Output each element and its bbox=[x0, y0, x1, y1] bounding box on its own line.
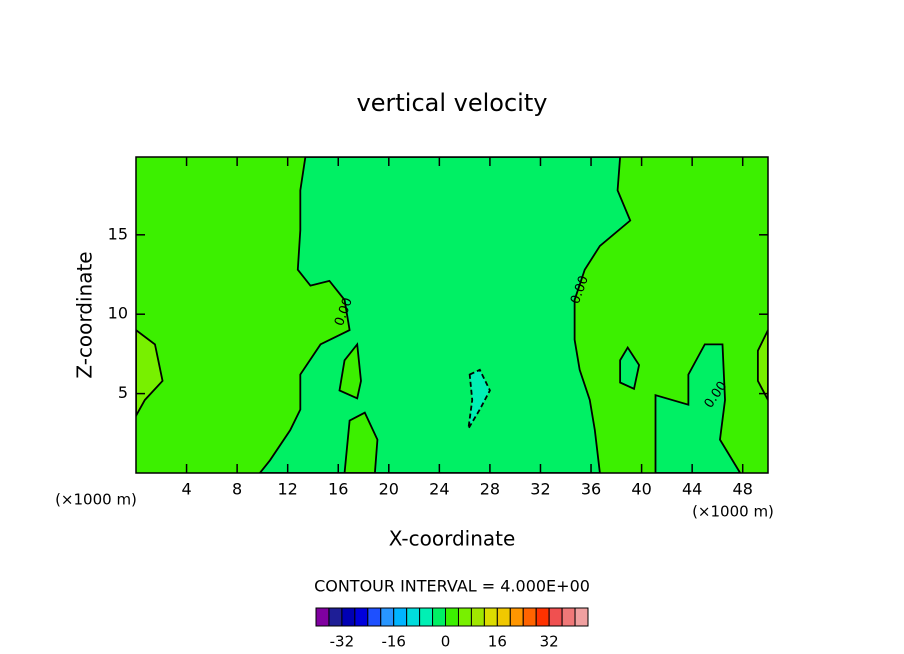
x-tick-label: 40 bbox=[631, 480, 651, 499]
x-tick-label: 4 bbox=[181, 480, 191, 499]
colorbar-tick-label: -32 bbox=[330, 633, 355, 651]
colorbar-box bbox=[470, 607, 485, 627]
x-tick-label: 44 bbox=[682, 480, 702, 499]
plot-area bbox=[136, 157, 768, 473]
chart-title: vertical velocity bbox=[357, 89, 548, 117]
contour-region bbox=[136, 328, 164, 418]
x-tick-label: 16 bbox=[328, 480, 348, 499]
x-tick-label: 12 bbox=[278, 480, 298, 499]
contour-region bbox=[338, 342, 362, 400]
colorbar-box bbox=[496, 607, 511, 627]
x-tick-label: 28 bbox=[480, 480, 500, 499]
y-unit-label: (×1000 m) bbox=[692, 503, 774, 521]
colorbar-box bbox=[432, 607, 447, 627]
x-tick-label: 48 bbox=[733, 480, 753, 499]
contour-region bbox=[343, 411, 379, 473]
colorbar-box bbox=[509, 607, 524, 627]
y-axis-label: Z-coordinate bbox=[73, 251, 97, 378]
x-tick-label: 36 bbox=[581, 480, 601, 499]
y-tick-label: 10 bbox=[108, 304, 128, 323]
colorbar-box bbox=[393, 607, 408, 627]
colorbar-box bbox=[406, 607, 421, 627]
contour-region bbox=[467, 368, 491, 429]
x-unit-label: (×1000 m) bbox=[55, 491, 137, 509]
contour-region bbox=[756, 329, 768, 401]
colorbar-tick-label: 0 bbox=[441, 633, 451, 651]
colorbar-box bbox=[354, 607, 369, 627]
y-tick-label: 15 bbox=[108, 224, 128, 243]
colorbar-box bbox=[548, 607, 563, 627]
y-tick-label: 5 bbox=[118, 383, 128, 402]
colorbar-box bbox=[341, 607, 356, 627]
colorbar-box bbox=[522, 607, 537, 627]
plot-frame bbox=[135, 156, 769, 474]
colorbar-box bbox=[419, 607, 434, 627]
colorbar-box bbox=[483, 607, 498, 627]
colorbar-box bbox=[457, 607, 472, 627]
x-tick-label: 8 bbox=[232, 480, 242, 499]
colorbar-tick-label: -16 bbox=[381, 633, 406, 651]
colorbar-box bbox=[367, 607, 382, 627]
colorbar-box bbox=[328, 607, 343, 627]
colorbar-box bbox=[574, 607, 589, 627]
colorbar-box bbox=[561, 607, 576, 627]
x-tick-label: 20 bbox=[379, 480, 399, 499]
x-axis-label: X-coordinate bbox=[389, 527, 516, 551]
colorbar-tick-label: 32 bbox=[540, 633, 559, 651]
colorbar-box bbox=[445, 607, 459, 627]
contour-region bbox=[654, 343, 742, 473]
colorbar-tick-label: 16 bbox=[488, 633, 507, 651]
x-tick-label: 32 bbox=[530, 480, 550, 499]
contour-interval: CONTOUR INTERVAL = 4.000E+00 bbox=[314, 577, 590, 596]
colorbar-box bbox=[380, 607, 395, 627]
colorbar-box bbox=[535, 607, 550, 627]
x-tick-label: 24 bbox=[429, 480, 449, 499]
contour-region bbox=[619, 345, 641, 391]
colorbar-box bbox=[315, 607, 330, 627]
